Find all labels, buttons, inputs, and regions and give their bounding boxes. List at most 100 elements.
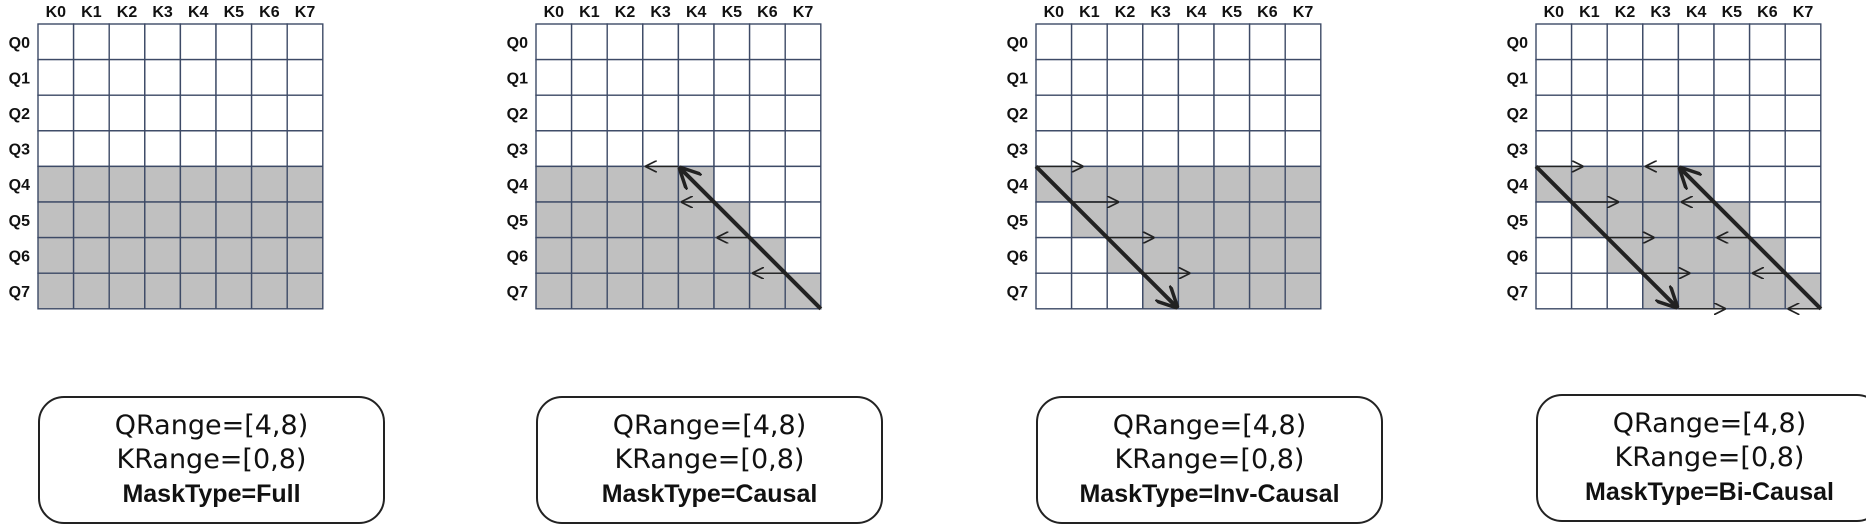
grid-cell — [642, 130, 680, 168]
grid-cell — [1713, 94, 1751, 132]
grid-cell — [1535, 23, 1573, 61]
masked-cell — [570, 272, 608, 310]
grid-cell — [1570, 130, 1608, 168]
masked-cell — [179, 272, 217, 310]
grid-cell — [72, 23, 110, 61]
masked-cell — [37, 165, 75, 203]
diagonal-arrow — [1034, 164, 1176, 306]
grid-cell — [1748, 130, 1786, 168]
grid-cell — [1606, 272, 1644, 310]
query-label: Q3 — [1007, 142, 1028, 159]
grid-cell — [1606, 130, 1644, 168]
grid-cell — [1106, 94, 1144, 132]
masked-cell — [1213, 236, 1251, 274]
grid-cell — [677, 23, 715, 61]
key-label: K6 — [1257, 4, 1278, 21]
masked-cell — [1713, 272, 1751, 310]
qrange-label: QRange=[4,8) — [1612, 408, 1807, 439]
grid-cell — [1177, 23, 1215, 61]
masktype-label: MaskType=Causal — [601, 480, 818, 508]
masked-cell — [642, 272, 680, 310]
masked-cell — [570, 201, 608, 239]
grid-cell — [1106, 272, 1144, 310]
key-label: K3 — [1150, 4, 1171, 21]
masked-cell — [642, 236, 680, 274]
grid-cell — [713, 130, 751, 168]
grid-cell — [1570, 58, 1608, 96]
grid-cell — [677, 58, 715, 96]
masked-cell — [570, 165, 608, 203]
masked-cell — [1248, 165, 1286, 203]
masked-cell — [108, 236, 146, 274]
query-label: Q5 — [1507, 213, 1528, 230]
query-label: Q0 — [1007, 35, 1028, 52]
grid-cell — [1642, 23, 1680, 61]
grid-cell — [713, 94, 751, 132]
grid-cell — [1035, 272, 1073, 310]
key-label: K7 — [1293, 4, 1314, 21]
grid-cell — [108, 23, 146, 61]
masked-cell — [250, 236, 288, 274]
grid-cell — [1748, 201, 1786, 239]
grid-cell — [642, 94, 680, 132]
grid-cell — [1248, 130, 1286, 168]
grid-cell — [1177, 130, 1215, 168]
grid-cell — [1535, 236, 1573, 274]
grid-cell — [1213, 130, 1251, 168]
grid-cell — [1642, 58, 1680, 96]
grid-cell — [1177, 94, 1215, 132]
masked-cell — [1142, 165, 1180, 203]
grid-cell — [1070, 272, 1108, 310]
query-label: Q0 — [507, 35, 528, 52]
masked-cell — [1177, 236, 1215, 274]
grid-cell — [1248, 58, 1286, 96]
masked-cell — [144, 236, 182, 274]
masked-cell — [108, 272, 146, 310]
grid-cell — [1035, 130, 1073, 168]
query-label: Q1 — [1507, 70, 1528, 87]
query-label: Q6 — [9, 248, 30, 265]
grid-cell — [748, 165, 786, 203]
krange-label: KRange=[0,8) — [1614, 442, 1805, 473]
grid-cell — [37, 23, 75, 61]
grid-cell — [784, 165, 822, 203]
query-label: Q4 — [507, 177, 528, 194]
query-label: Q6 — [1507, 248, 1528, 265]
grid-cell — [1606, 58, 1644, 96]
grid-cell — [606, 130, 644, 168]
key-label: K7 — [1793, 4, 1814, 21]
grid-cell — [713, 23, 751, 61]
masked-cell — [1606, 201, 1644, 239]
grid-cell — [1642, 94, 1680, 132]
key-label: K0 — [46, 4, 67, 21]
grid-cell — [1035, 58, 1073, 96]
grid-cell — [784, 130, 822, 168]
masked-cell — [1248, 272, 1286, 310]
grid-cell — [1213, 23, 1251, 61]
query-label: Q7 — [9, 284, 30, 301]
masktype-label: MaskType=Inv-Causal — [1079, 480, 1340, 508]
grid-cell — [535, 94, 573, 132]
masked-cell — [642, 165, 680, 203]
grid-cell — [642, 23, 680, 61]
grid-cell — [1677, 94, 1715, 132]
grid-cell — [1106, 23, 1144, 61]
diagonal-arrow — [1534, 164, 1676, 306]
grid-cell — [748, 130, 786, 168]
grid-cell — [286, 23, 324, 61]
key-label: K4 — [1686, 4, 1707, 21]
grid-cell — [1177, 58, 1215, 96]
key-label: K4 — [1186, 4, 1207, 21]
masked-cell — [250, 272, 288, 310]
masked-cell — [1284, 165, 1322, 203]
grid-cell — [1213, 94, 1251, 132]
masked-cell — [1642, 201, 1680, 239]
masked-cell — [1177, 165, 1215, 203]
key-label: K3 — [1650, 4, 1671, 21]
masked-cell — [1106, 165, 1144, 203]
query-label: Q1 — [1007, 70, 1028, 87]
masked-cell — [1606, 165, 1644, 203]
grid-cell — [250, 23, 288, 61]
key-label: K6 — [1757, 4, 1778, 21]
key-label: K0 — [1544, 4, 1565, 21]
